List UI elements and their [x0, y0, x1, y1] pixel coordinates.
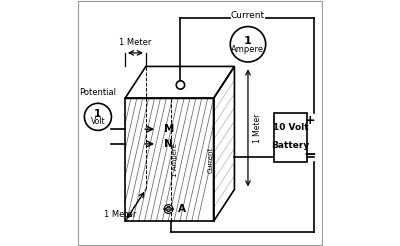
Text: Current: Current: [208, 147, 214, 173]
Text: 10 Volt: 10 Volt: [272, 123, 308, 132]
Text: 1: 1: [244, 36, 252, 46]
Text: Current: Current: [231, 11, 265, 20]
Text: N: N: [164, 139, 173, 149]
Text: 1 Meter: 1 Meter: [119, 38, 152, 47]
Text: 1 Ampere: 1 Ampere: [172, 143, 178, 177]
Text: A: A: [178, 204, 186, 214]
Text: 1 Meter: 1 Meter: [104, 210, 137, 219]
Polygon shape: [125, 66, 234, 98]
Polygon shape: [125, 98, 214, 221]
Text: 1: 1: [94, 109, 102, 119]
Text: Volt: Volt: [90, 117, 105, 126]
Text: 1 Meter: 1 Meter: [253, 113, 262, 143]
Text: Ampere: Ampere: [232, 45, 264, 54]
Circle shape: [164, 205, 173, 214]
Bar: [274, 113, 307, 162]
Circle shape: [230, 27, 266, 62]
Text: +: +: [305, 114, 315, 127]
Text: −: −: [304, 148, 316, 162]
Text: Battery: Battery: [271, 141, 310, 150]
Circle shape: [176, 81, 185, 89]
Polygon shape: [214, 66, 234, 221]
Text: Potential: Potential: [80, 88, 116, 97]
Text: M: M: [164, 124, 175, 134]
Circle shape: [84, 103, 112, 130]
